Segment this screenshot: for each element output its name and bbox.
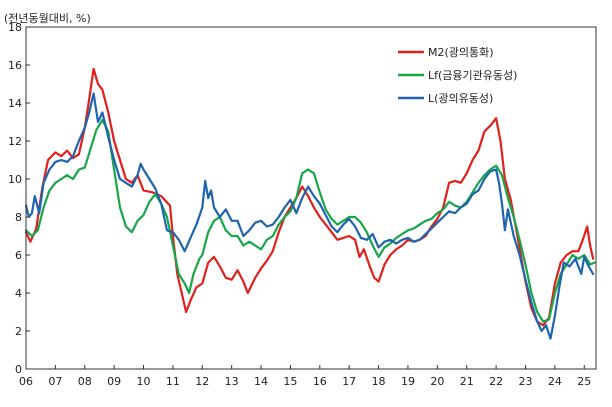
unit-label: (전년동월대비, %) <box>4 12 91 25</box>
y-tick-label: 18 <box>8 21 22 34</box>
y-tick-label: 0 <box>15 363 22 376</box>
y-tick-label: 6 <box>15 249 22 262</box>
legend-label: M2(광의통화) <box>428 46 494 59</box>
x-tick-label: 25 <box>577 375 591 388</box>
x-axis: 06 07 08 09 10 11 12 13 14 15 16 17 18 19 20 21 22 23 24 25 <box>19 365 591 388</box>
x-tick-label: 07 <box>48 375 62 388</box>
x-tick-label: 08 <box>78 375 92 388</box>
x-tick-label: 23 <box>518 375 532 388</box>
y-tick-label: 10 <box>8 173 22 186</box>
plot-frame <box>25 26 597 370</box>
legend: M2(광의통화) Lf(금융기관유동성) L(광의유동성) <box>398 46 517 105</box>
series-line-2 <box>24 119 596 323</box>
x-tick-label: 20 <box>430 375 444 388</box>
x-tick-label: 18 <box>372 375 386 388</box>
y-tick-label: 16 <box>8 59 22 72</box>
y-tick-label: 8 <box>15 211 22 224</box>
y-axis: 0 2 4 6 8 10 12 14 16 18 <box>8 21 30 376</box>
series-line-3 <box>24 92 595 340</box>
y-tick-label: 2 <box>15 325 22 338</box>
y-tick-label: 12 <box>8 135 22 148</box>
x-tick-label: 15 <box>283 375 297 388</box>
x-tick-label: 16 <box>313 375 327 388</box>
y-tick-label: 14 <box>8 97 22 110</box>
legend-label: Lf(금융기관유동성) <box>428 69 517 82</box>
legend-label: L(광의유동성) <box>428 92 493 105</box>
x-tick-label: 12 <box>195 375 209 388</box>
x-tick-label: 21 <box>460 375 474 388</box>
x-tick-label: 14 <box>254 375 268 388</box>
x-tick-label: 09 <box>107 375 121 388</box>
x-tick-label: 22 <box>489 375 503 388</box>
x-tick-label: 17 <box>342 375 356 388</box>
x-tick-label: 10 <box>137 375 151 388</box>
x-tick-label: 19 <box>401 375 415 388</box>
x-tick-label: 13 <box>225 375 239 388</box>
x-tick-label: 06 <box>19 375 33 388</box>
series-lines <box>24 67 596 340</box>
x-tick-label: 24 <box>548 375 562 388</box>
x-tick-label: 11 <box>166 375 180 388</box>
series-line-1 <box>24 67 595 327</box>
y-tick-label: 4 <box>15 287 22 300</box>
